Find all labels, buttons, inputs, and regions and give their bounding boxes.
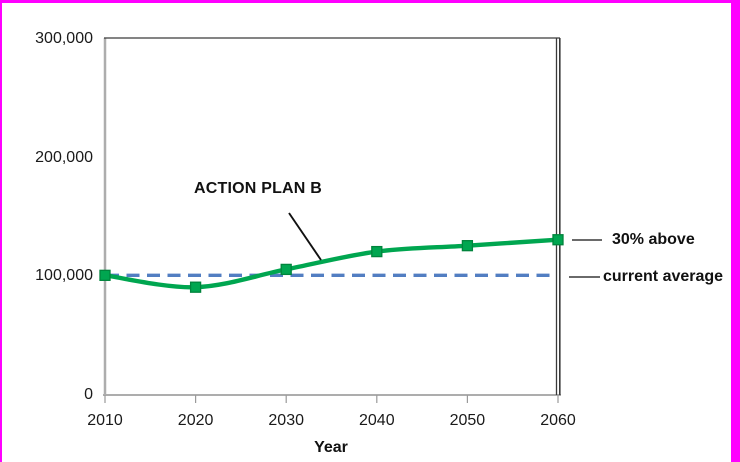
series-data-marker xyxy=(99,269,111,281)
series-annotation-label: ACTION PLAN B xyxy=(194,180,322,197)
x-axis-tick-label: 2040 xyxy=(359,412,395,429)
series-line xyxy=(102,237,561,290)
series-data-marker xyxy=(280,263,292,276)
y-axis-tick-label: 200,000 xyxy=(35,148,93,166)
y-axis-tick-label: 0 xyxy=(84,386,93,403)
reference-line-callout-label: current average xyxy=(603,268,724,285)
x-axis-tick-label: 2060 xyxy=(540,412,576,429)
magenta-frame-top xyxy=(0,0,740,3)
x-axis-tick-label: 2050 xyxy=(449,412,486,429)
y-axis-tick-label: 100,000 xyxy=(35,267,93,285)
x-axis-title: Year xyxy=(314,439,348,456)
series-data-marker xyxy=(552,234,564,246)
y-axis-tick-label: 300,000 xyxy=(35,30,93,47)
series-data-marker xyxy=(371,245,383,258)
magenta-frame-left xyxy=(0,0,2,462)
x-axis-tick-label: 2020 xyxy=(177,412,214,429)
x-axis-tick-label: 2010 xyxy=(87,412,123,429)
end-value-callout-label: 30% above xyxy=(612,231,695,248)
magenta-frame-right xyxy=(731,0,740,462)
x-axis-tick-label: 2030 xyxy=(268,412,304,429)
annotation-pointer-line xyxy=(288,212,322,261)
series-data-marker xyxy=(461,240,474,252)
series-data-marker xyxy=(189,281,202,293)
